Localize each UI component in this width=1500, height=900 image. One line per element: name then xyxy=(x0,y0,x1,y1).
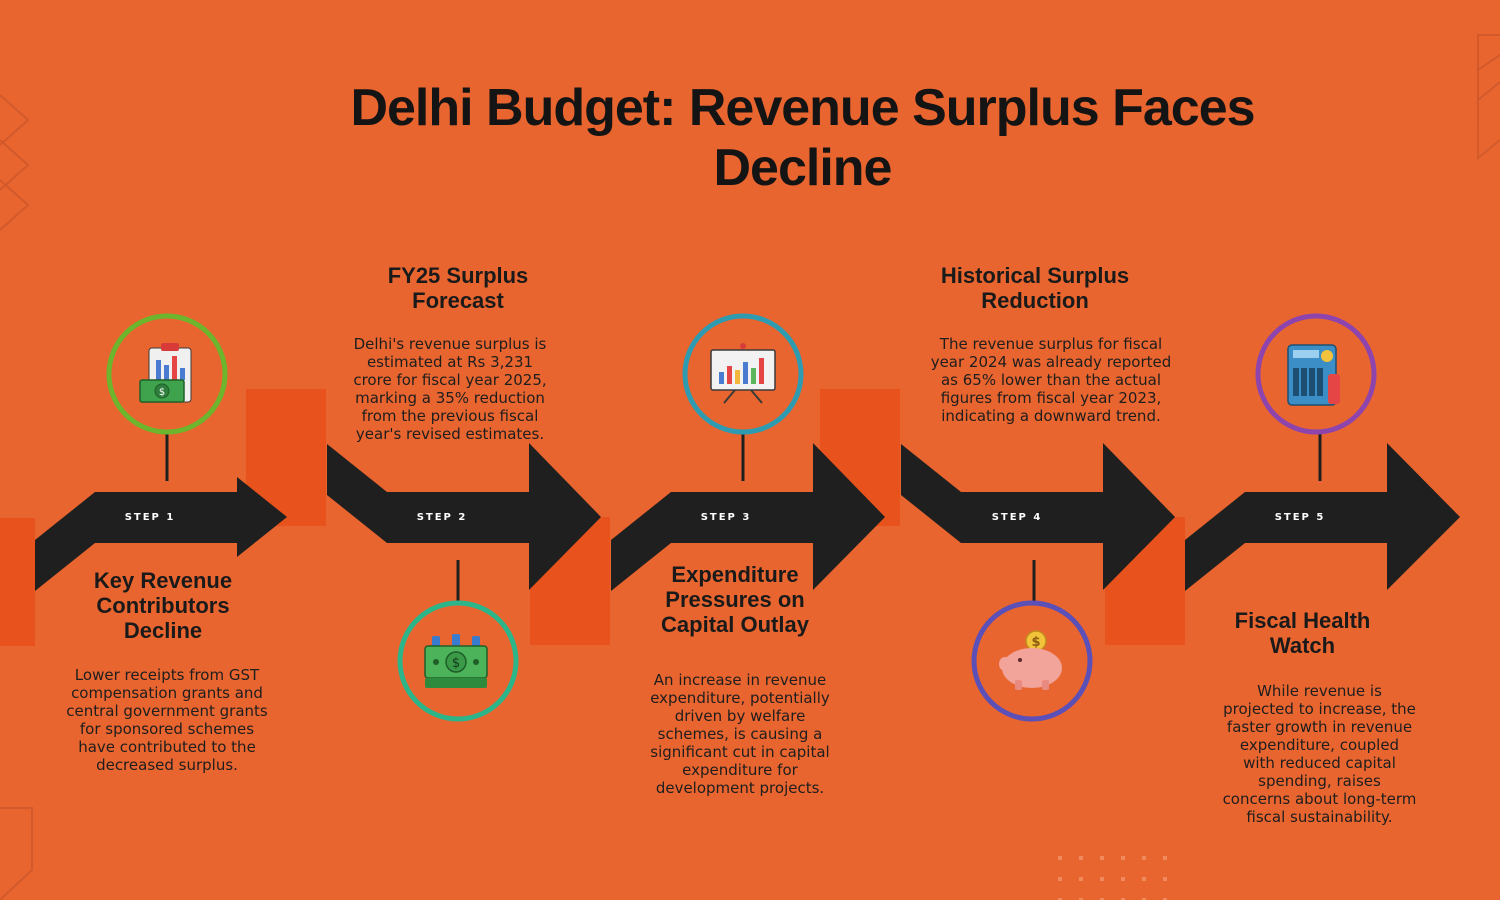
dot-pattern xyxy=(1058,856,1167,900)
step-5-heading: Fiscal Health Watch xyxy=(1234,608,1371,658)
decorative-dot xyxy=(1100,856,1104,860)
arrow-step-3 xyxy=(611,443,885,591)
calculator-icon xyxy=(1255,313,1377,435)
decorative-dot xyxy=(1163,856,1167,860)
decorative-outlines xyxy=(0,34,1500,900)
step-5-description: While revenue is projected to increase, … xyxy=(1222,682,1417,826)
decorative-dot xyxy=(1163,898,1167,900)
step-4-description: The revenue surplus for fiscal year 2024… xyxy=(930,335,1172,425)
decorative-dot xyxy=(1163,877,1167,881)
decorative-dot xyxy=(1079,877,1083,881)
step-5-label: STEP 5 xyxy=(1274,512,1326,523)
step-3-label: STEP 3 xyxy=(700,512,752,523)
svg-text:$: $ xyxy=(1031,635,1040,650)
decorative-dot xyxy=(1079,856,1083,860)
decorative-dot xyxy=(1121,856,1125,860)
step-1-heading: Key Revenue Contributors Decline xyxy=(93,568,233,643)
step-3-description: An increase in revenue expenditure, pote… xyxy=(650,671,830,797)
decorative-dot xyxy=(1142,898,1146,900)
decorative-dot xyxy=(1058,856,1062,860)
step-arrows xyxy=(35,443,1460,591)
connector-lines xyxy=(165,432,1322,603)
step-4-heading: Historical Surplus Reduction xyxy=(940,263,1130,313)
svg-text:$: $ xyxy=(159,387,165,398)
decorative-dot xyxy=(1142,877,1146,881)
decorative-dot xyxy=(1121,877,1125,881)
decorative-dot xyxy=(1100,898,1104,900)
decorative-dot xyxy=(1121,898,1125,900)
decorative-dot xyxy=(1100,877,1104,881)
step-1-description: Lower receipts from GST compensation gra… xyxy=(66,666,268,774)
arrow-step-1 xyxy=(35,477,287,591)
clipboard-money-icon: $ xyxy=(106,313,228,435)
decorative-dot xyxy=(1079,898,1083,900)
arrow-step-2 xyxy=(327,443,601,590)
step-3-heading: Expenditure Pressures on Capital Outlay xyxy=(661,562,809,637)
decorative-dot xyxy=(1058,898,1062,900)
step-1-label: STEP 1 xyxy=(124,512,176,523)
money-stack-icon: $ xyxy=(397,600,519,722)
svg-text:$: $ xyxy=(452,656,460,671)
page-title: Delhi Budget: Revenue Surplus Faces Decl… xyxy=(350,79,1255,197)
decorative-dot xyxy=(1058,877,1062,881)
step-2-label: STEP 2 xyxy=(416,512,468,523)
step-4-label: STEP 4 xyxy=(991,512,1043,523)
arrow-step-4 xyxy=(901,443,1175,590)
step-2-heading: FY25 Surplus Forecast xyxy=(387,263,529,313)
decorative-dot xyxy=(1142,856,1146,860)
piggy-bank-icon: $ xyxy=(971,600,1093,722)
step-2-description: Delhi's revenue surplus is estimated at … xyxy=(353,335,547,443)
presentation-chart-icon xyxy=(682,313,804,435)
arrow-step-5 xyxy=(1185,443,1460,591)
